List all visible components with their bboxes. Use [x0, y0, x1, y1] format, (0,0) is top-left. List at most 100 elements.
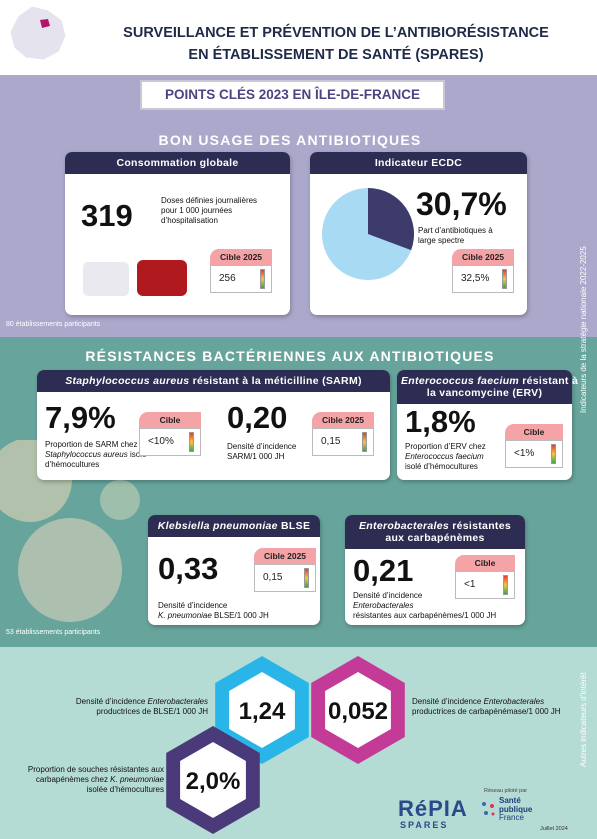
- text: d’hospitalisation: [161, 216, 218, 225]
- participants: 53 établissements participants: [6, 629, 101, 636]
- key-value: 0,33: [158, 551, 219, 586]
- italic-text: Enterobacterales: [483, 697, 545, 706]
- text-line: pour 1 000 journées: [161, 206, 257, 216]
- partner-line: France: [499, 813, 524, 822]
- gauge: [502, 269, 507, 289]
- text: aux carbapénèmes: [385, 532, 485, 544]
- target: Cible 2025 32,5%: [452, 249, 514, 293]
- logo: RéPIA: [398, 796, 468, 821]
- description: Proportion de SARM chez Staphylococcus au…: [45, 440, 146, 470]
- text: Part d’antibiotiques à: [418, 226, 493, 235]
- hexagon-value: 2,0%: [186, 768, 241, 795]
- italic-text: Enterobacterales: [359, 520, 450, 532]
- hexagon-value: 1,24: [239, 698, 286, 725]
- card: Staphylococcus aureus résistant à la mét…: [37, 370, 390, 480]
- text-line: d’hémocultures: [45, 460, 146, 470]
- target-label: Cible: [455, 555, 515, 571]
- partner-line: Santé: [499, 796, 521, 805]
- target-label: Cible 2025: [210, 249, 272, 265]
- text-line: résistantes aux carbapénèmes/1 000 JH: [353, 611, 496, 621]
- target-value: 32,5%: [461, 273, 490, 284]
- target-value: <1: [464, 579, 476, 590]
- text-line: Densité d’incidence Enterobacterales: [412, 697, 582, 707]
- target: Cible 2025 256: [210, 249, 272, 293]
- pie-slice: [368, 188, 414, 251]
- text: la vancomycine (ERV): [426, 387, 543, 399]
- key-points: POINTS CLÉS 2023 EN ÎLE-DE-FRANCE: [140, 80, 445, 110]
- italic-text: Enterococcus faecium: [405, 452, 484, 461]
- text: résistantes aux carbapénèmes/1 000 JH: [353, 611, 497, 620]
- target-value: <1%: [514, 448, 535, 459]
- card-title: Staphylococcus aureus résistant à la mét…: [37, 370, 390, 392]
- text: Densité d’incidence: [227, 442, 297, 451]
- text-line: Enterobacterales: [353, 601, 496, 611]
- text: isolé: [127, 450, 147, 459]
- hexagon-value: 0,052: [328, 698, 388, 725]
- text-line: Klebsiella pneumoniae BLSE: [152, 520, 316, 532]
- target-value: <10%: [148, 436, 174, 447]
- card-title: Enterobacterales résistantes aux carbapén…: [345, 515, 525, 549]
- target: Cible <10%: [139, 412, 201, 456]
- title-line: SURVEILLANCE ET PRÉVENTION DE L’ANTIBIOR…: [123, 25, 549, 41]
- spf-logo-mark: [482, 802, 495, 816]
- italic-text: Enterobacterales: [147, 697, 208, 706]
- pie-chart: [322, 188, 414, 280]
- gauge: [260, 269, 265, 289]
- target-label: Cible 2025: [452, 249, 514, 265]
- target-box: <1%: [505, 440, 563, 468]
- key-value: 0,20: [227, 400, 288, 435]
- text-line: Densité d’incidence: [158, 601, 269, 611]
- target-box: <1: [455, 571, 515, 599]
- card-title: Indicateur ECDC: [310, 152, 527, 174]
- hexagon-inner: [229, 672, 295, 748]
- pilot-label: Réseau piloté par: [484, 788, 528, 794]
- text-line: Enterococcus faecium résistant à: [401, 375, 578, 387]
- text: Densité d’incidence: [75, 697, 148, 706]
- description: Proportion d’ERV chez Enterococcus faeciu…: [405, 442, 486, 472]
- text: isolé d’hémocultures: [405, 462, 478, 471]
- partner-line: publique: [499, 804, 533, 814]
- description: Densité d’incidence K. pneumoniae BLSE/1 …: [158, 601, 269, 621]
- description: Densité d’incidence SARM/1 000 JH: [227, 442, 296, 462]
- italic-text: Staphylococcus aureus: [45, 450, 128, 459]
- section-title: BON USAGE DES ANTIBIOTIQUES: [158, 132, 422, 148]
- description: Part d’antibiotiques à large spectre: [418, 226, 493, 246]
- text-line: Proportion de souches résistantes aux: [4, 765, 164, 775]
- text: carbapénèmes chez: [35, 775, 111, 784]
- date: Juillet 2024: [540, 826, 568, 832]
- text: SARM/1 000 JH: [227, 452, 285, 461]
- text: Proportion de SARM chez: [45, 440, 138, 449]
- text-line: Densité d’incidence: [227, 442, 296, 452]
- description: Densité d’incidence Enterobacterales prod…: [10, 697, 208, 717]
- text: pour 1 000 journées: [161, 206, 233, 215]
- gauge: [362, 432, 367, 452]
- text: résistant à la méticilline (SARM): [189, 375, 362, 387]
- text-line: d’hospitalisation: [161, 216, 257, 226]
- text: d’hémocultures: [45, 460, 100, 469]
- text-line: Doses définies journalières: [161, 196, 257, 206]
- logo-sub: SPARES: [400, 820, 449, 830]
- key-value: 0,21: [353, 553, 414, 588]
- text-line: Staphylococcus aureus isolé: [45, 450, 146, 460]
- target-box: 0,15: [312, 428, 374, 456]
- hexagon-inner: [180, 742, 246, 818]
- target-label: Cible: [505, 424, 563, 440]
- text-line: Staphylococcus aureus résistant à la mét…: [41, 375, 386, 387]
- text-line: productrices de carbapénémase/1 000 JH: [412, 707, 582, 717]
- text-line: aux carbapénèmes: [349, 532, 521, 544]
- text-line: isolée d’hémocultures: [4, 785, 164, 795]
- text-line: Part d’antibiotiques à: [418, 226, 493, 236]
- card: Consommation globale 319 Doses définies …: [65, 152, 290, 315]
- target-value: 0,15: [321, 436, 341, 447]
- side-label: Indicateurs de la stratégie nationale 20…: [579, 246, 588, 414]
- italic-text: Klebsiella pneumoniae: [157, 520, 278, 532]
- text-line: Enterobacterales résistantes: [349, 520, 521, 532]
- card: Klebsiella pneumoniae BLSE 0,33 Densité …: [148, 515, 320, 625]
- card-title: Klebsiella pneumoniae BLSE: [148, 515, 320, 537]
- italic-text: Enterobacterales: [353, 601, 414, 610]
- key-value: 7,9%: [45, 400, 116, 435]
- text-line: Densité d’incidence Enterobacterales: [10, 697, 208, 707]
- key-value: 1,8%: [405, 404, 476, 439]
- hexagons: 1,24 0,052 2,0%: [166, 656, 405, 834]
